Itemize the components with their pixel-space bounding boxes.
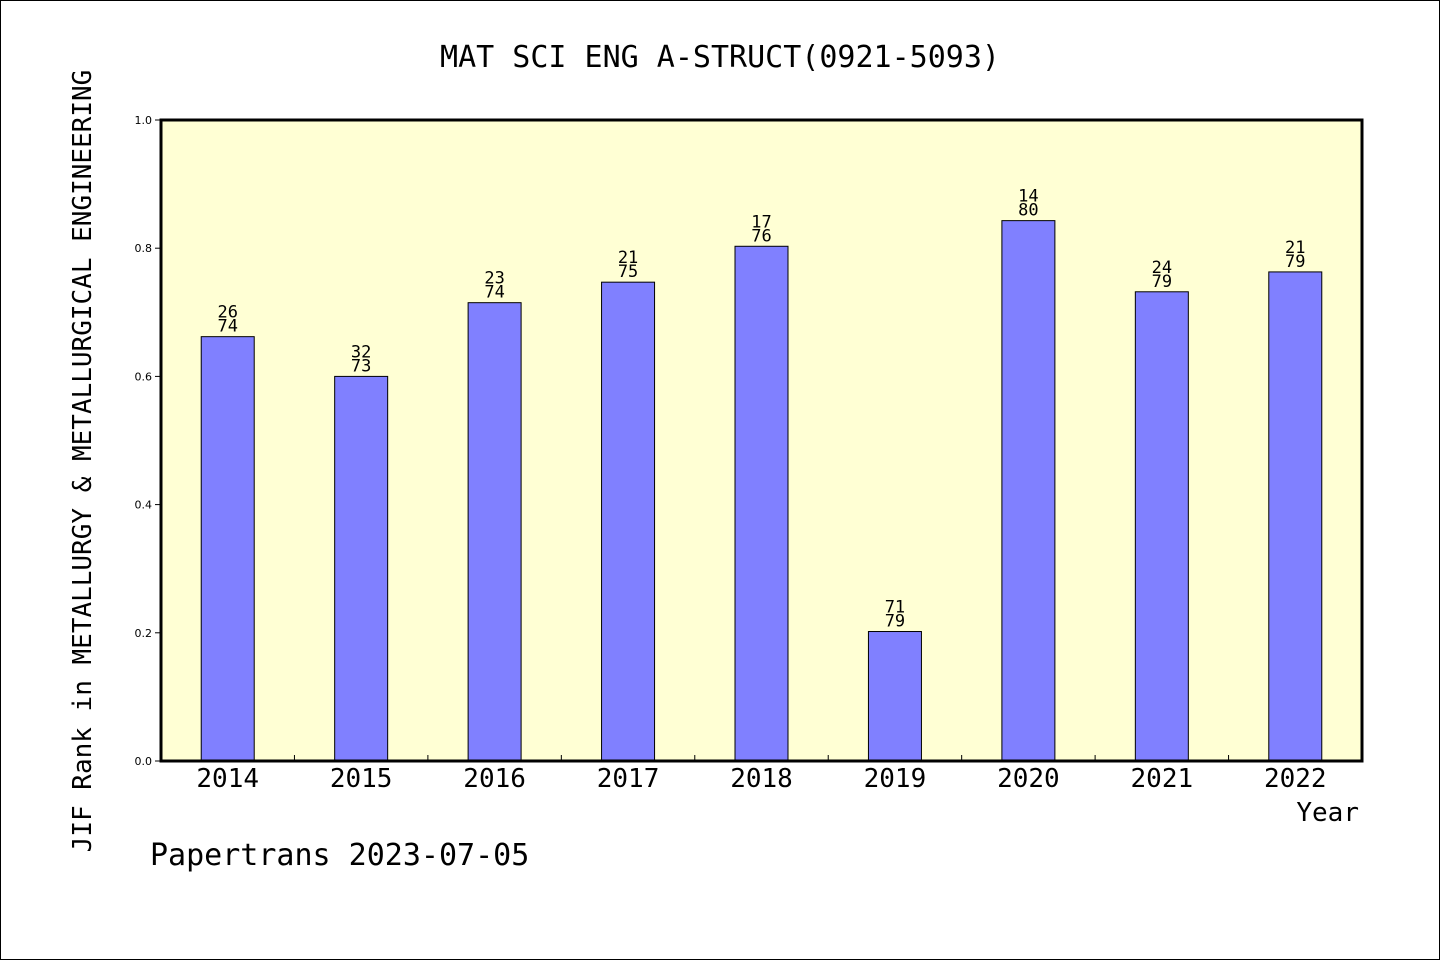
bar-rank-label: 24 (1152, 258, 1172, 278)
bar-total-label: 74 (484, 283, 504, 303)
bar-rank-label: 21 (1285, 238, 1305, 258)
x-tick-label: 2016 (463, 764, 526, 794)
bar-rank-label: 71 (885, 598, 905, 618)
x-axis-label: Year (1296, 798, 1359, 828)
footer-note: Papertrans 2023-07-05 (150, 838, 529, 873)
y-axis-label: JIF Rank in METALLURGY & METALLURGICAL E… (68, 70, 98, 853)
x-tick-label: 2015 (330, 764, 393, 794)
bar-rank-label: 21 (618, 248, 638, 268)
y-tick-label: 0.8 (135, 242, 153, 255)
bar-2018 (734, 245, 789, 762)
bar-2015 (334, 375, 389, 762)
y-tick-label: 0.0 (135, 755, 153, 768)
chart-title: MAT SCI ENG A-STRUCT(0921-5093) (440, 40, 1000, 75)
bar-total-label: 79 (885, 612, 905, 632)
bar-total-label: 74 (217, 317, 237, 337)
bar-rank-label: 32 (351, 342, 371, 362)
x-tick-label: 2019 (864, 764, 927, 794)
x-tick-label: 2018 (730, 764, 793, 794)
y-tick-label: 0.2 (135, 627, 153, 640)
bar-2017 (601, 281, 656, 762)
x-tick-label: 2017 (597, 764, 660, 794)
bar-rank-label: 26 (217, 303, 237, 323)
bar-2020 (1001, 220, 1056, 762)
bars (200, 220, 1323, 762)
bar-2022 (1268, 271, 1323, 762)
y-tick-label: 0.6 (135, 370, 153, 383)
y-tick-label: 1.0 (135, 114, 153, 127)
x-tick-label: 2014 (196, 764, 259, 794)
bar-rank-label: 23 (484, 269, 504, 289)
bar-2019 (867, 631, 922, 762)
x-tick-labels: 2014 2015 2016 2017 2018 2019 2020 2021 2022 (196, 764, 1326, 794)
bar-rank-label: 17 (751, 212, 771, 232)
x-tick-label: 2020 (997, 764, 1060, 794)
plot-border (159, 118, 1364, 763)
bar-total-label: 76 (751, 226, 771, 246)
y-tick-label: 0.4 (135, 499, 153, 512)
bar-total-label: 79 (1285, 252, 1305, 272)
bar-2014 (200, 336, 255, 762)
bar-total-label: 73 (351, 356, 371, 376)
x-tick-label: 2021 (1131, 764, 1194, 794)
bar-total-label: 75 (618, 262, 638, 282)
bar-total-label: 79 (1152, 272, 1172, 292)
x-tick-label: 2022 (1264, 764, 1327, 794)
bar-2021 (1134, 291, 1189, 762)
bar-2016 (467, 302, 522, 762)
bar-total-label: 80 (1018, 201, 1038, 221)
bar-rank-label: 14 (1018, 187, 1038, 207)
y-tick-labels: 0.0 0.2 0.4 0.6 0.8 1.0 (135, 114, 153, 768)
